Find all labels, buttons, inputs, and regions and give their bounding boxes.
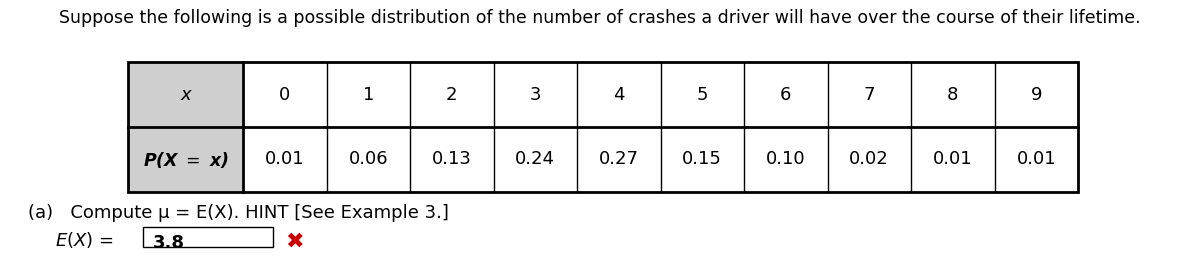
Text: 0.06: 0.06 xyxy=(348,150,388,168)
Text: 0.01: 0.01 xyxy=(265,150,305,168)
Text: 9: 9 xyxy=(1031,85,1042,103)
Text: 3: 3 xyxy=(529,85,541,103)
Text: 3.8: 3.8 xyxy=(154,234,185,252)
Text: 7: 7 xyxy=(864,85,875,103)
Text: 4: 4 xyxy=(613,85,624,103)
Text: 0.10: 0.10 xyxy=(766,150,805,168)
Text: 1: 1 xyxy=(362,85,374,103)
Bar xyxy=(128,62,1078,192)
Text: 8: 8 xyxy=(947,85,959,103)
Text: 2: 2 xyxy=(446,85,457,103)
Text: Suppose the following is a possible distribution of the number of crashes a driv: Suppose the following is a possible dist… xyxy=(59,9,1141,27)
Text: 0.01: 0.01 xyxy=(932,150,972,168)
Bar xyxy=(143,227,274,247)
Text: 0.02: 0.02 xyxy=(850,150,889,168)
Text: x: x xyxy=(180,85,191,103)
Bar xyxy=(128,127,242,192)
Text: 0.13: 0.13 xyxy=(432,150,472,168)
Text: ✖: ✖ xyxy=(286,232,304,252)
Text: (a)   Compute μ = E(X). HINT [See Example 3.]: (a) Compute μ = E(X). HINT [See Example … xyxy=(28,204,449,222)
Text: 5: 5 xyxy=(696,85,708,103)
Text: 0.27: 0.27 xyxy=(599,150,638,168)
Text: $\it{E(X)}$ =: $\it{E(X)}$ = xyxy=(55,230,115,250)
Text: 0.24: 0.24 xyxy=(515,150,556,168)
Text: 0.15: 0.15 xyxy=(683,150,722,168)
Text: $\bfit{P}$$\bfit{(X}$ $=$ $\bfit{x)}$: $\bfit{P}$$\bfit{(X}$ $=$ $\bfit{x)}$ xyxy=(143,150,228,170)
Text: 6: 6 xyxy=(780,85,792,103)
Bar xyxy=(128,62,242,127)
Text: 0.01: 0.01 xyxy=(1016,150,1056,168)
Text: 0: 0 xyxy=(280,85,290,103)
